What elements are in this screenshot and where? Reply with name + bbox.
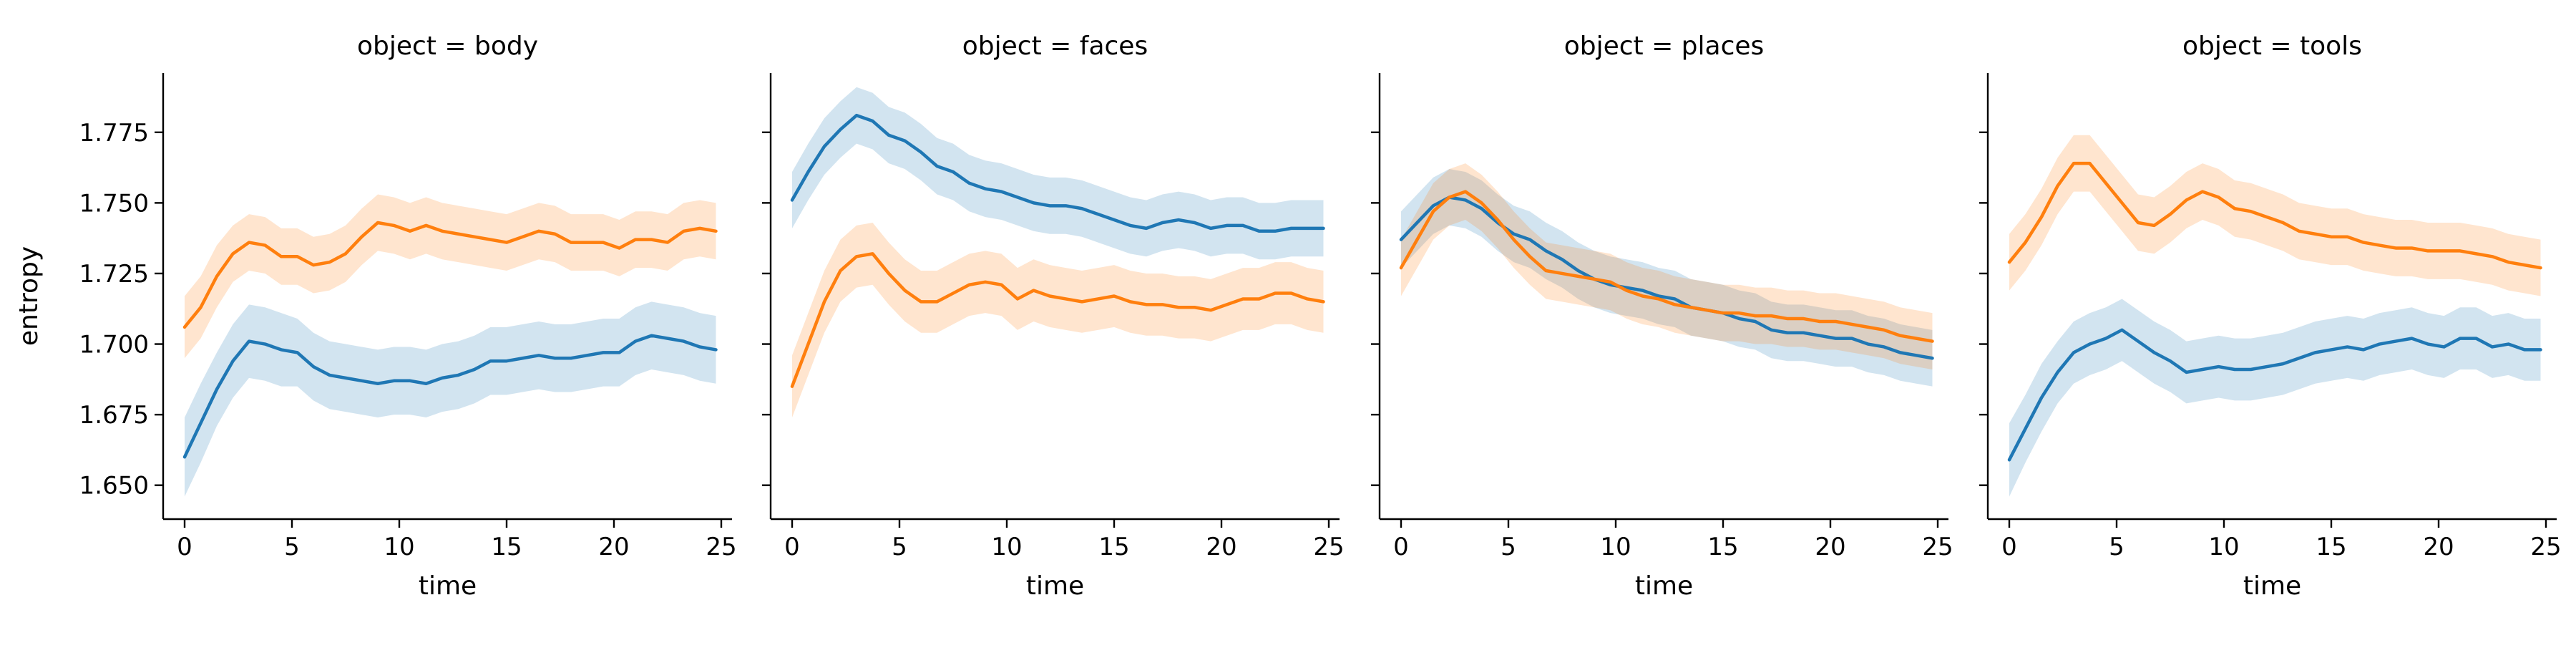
x-tick-label: 20 (598, 533, 629, 561)
panel-title: object = tools (2182, 32, 2362, 61)
x-tick-label: 15 (1707, 533, 1738, 561)
x-tick-label: 10 (384, 533, 414, 561)
series-line-panel4-series2 (2007, 161, 2542, 270)
x-tick-label: 25 (706, 533, 736, 561)
y-tick-label: 1.675 (79, 401, 149, 430)
x-tick-label: 5 (1501, 533, 1516, 561)
x-tick-label: 0 (1393, 533, 1409, 561)
confidence-band-panel1-series2 (185, 194, 716, 359)
panel-title: object = places (1564, 32, 1765, 61)
series-line-panel1-series2 (182, 221, 718, 329)
series-line-panel2-series2 (790, 252, 1325, 388)
confidence-band-panel2-series1 (792, 87, 1324, 260)
x-tick-label: 10 (991, 533, 1022, 561)
confidence-band-panel4-series1 (2009, 299, 2541, 497)
x-axis-label: time (2243, 571, 2301, 601)
x-tick-label: 0 (177, 533, 192, 561)
y-tick-label: 1.725 (79, 260, 149, 289)
y-tick-label: 1.700 (79, 331, 149, 359)
x-axis-label: time (1026, 571, 1084, 601)
y-tick-label: 1.775 (79, 119, 149, 148)
x-axis-label: time (1635, 571, 1693, 601)
x-tick-label: 15 (2316, 533, 2346, 561)
confidence-band-panel4-series2 (2009, 135, 2541, 296)
series-line-panel1-series1 (182, 334, 718, 459)
x-tick-label: 25 (1313, 533, 1344, 561)
x-tick-label: 0 (2001, 533, 2017, 561)
series-line-panel3-series1 (1399, 195, 1934, 360)
y-tick-label: 1.750 (79, 189, 149, 218)
x-tick-label: 5 (2109, 533, 2124, 561)
series-line-panel4-series1 (2007, 328, 2542, 462)
y-tick-label: 1.650 (79, 472, 149, 500)
x-tick-label: 10 (2208, 533, 2239, 561)
confidence-band-panel2-series2 (792, 222, 1324, 418)
x-tick-label: 5 (284, 533, 300, 561)
x-tick-label: 20 (1815, 533, 1845, 561)
series-line-panel2-series1 (790, 113, 1325, 233)
x-axis-label: time (419, 571, 477, 601)
x-tick-label: 20 (2423, 533, 2454, 561)
x-tick-label: 10 (1600, 533, 1631, 561)
y-axis-label: entropy (14, 246, 44, 346)
panel-title: object = faces (962, 32, 1148, 61)
x-tick-label: 15 (1098, 533, 1129, 561)
series-line-panel3-series2 (1399, 190, 1934, 343)
x-tick-label: 25 (1922, 533, 1953, 561)
x-tick-label: 5 (892, 533, 907, 561)
confidence-band-panel1-series1 (185, 301, 716, 497)
x-tick-label: 20 (1206, 533, 1236, 561)
x-tick-label: 0 (784, 533, 800, 561)
x-tick-label: 25 (2530, 533, 2561, 561)
panel-title: object = body (357, 32, 538, 61)
x-tick-label: 15 (491, 533, 522, 561)
